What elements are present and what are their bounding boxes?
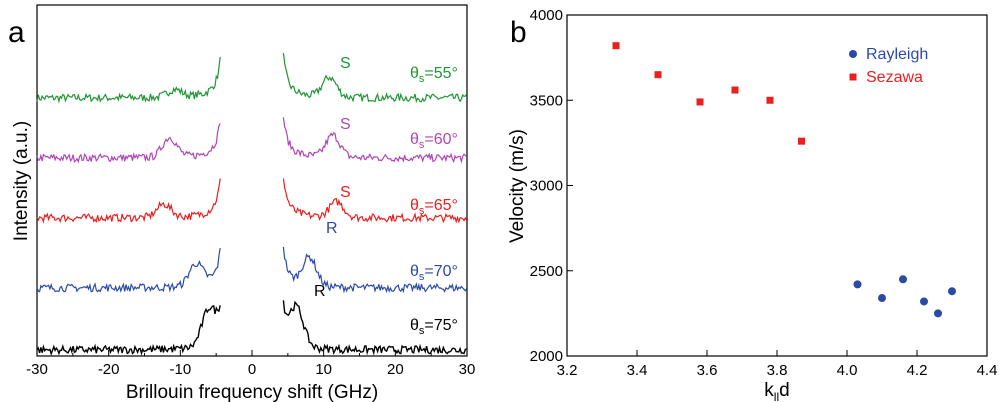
- theta-value: =75°: [424, 317, 458, 334]
- panel-a-x-tick-label: -10: [169, 361, 191, 378]
- peak-label: S: [340, 55, 351, 72]
- peak-label: R: [314, 283, 326, 300]
- panel-a-x-tick-label: 30: [459, 361, 476, 378]
- panel-b-y-axis-label: Velocity (m/s): [507, 129, 528, 243]
- rayleigh-point: [948, 287, 956, 296]
- sezawa-point: [696, 98, 704, 106]
- theta-value: =60°: [424, 131, 458, 148]
- theta-value: =55°: [424, 65, 458, 82]
- panel-b-x-tick-label: 4.0: [837, 362, 858, 379]
- panel-b-x-tick-label: 4.2: [907, 362, 928, 379]
- panel-b-x-tick-label: 3.4: [627, 362, 648, 379]
- x-label-d: d: [779, 380, 790, 401]
- theta-subscript: s: [419, 139, 425, 151]
- panel-b-ticks: 3.2 3.4 3.6 3.8 4.0 4.2 4.4 2000 2500 3000 3500 400…: [530, 7, 998, 379]
- theta-label: θs=55°: [410, 65, 458, 85]
- spectrum-line: [36, 246, 468, 294]
- sezawa-point: [798, 137, 805, 145]
- theta-label: θs=65°: [410, 197, 458, 217]
- theta-symbol: θ: [410, 317, 419, 334]
- theta-label: θs=60°: [410, 131, 458, 151]
- panel-a: a -30 -20 -10 0 10 20 30 θs=55°Sθs=60°Sθs=65°S…: [8, 4, 475, 402]
- theta-value: =70°: [424, 263, 458, 280]
- theta-symbol: θ: [410, 65, 419, 82]
- panel-b-y-tick-label: 2500: [530, 263, 563, 280]
- theta-subscript: s: [419, 205, 425, 217]
- panel-b-y-tick-label: 3000: [530, 178, 563, 195]
- panel-b-x-axis-label: klld: [764, 380, 789, 402]
- panel-a-y-axis-label: Intensity (a.u.): [11, 121, 32, 241]
- sezawa-point: [766, 96, 774, 104]
- panel-a-x-axis-label: Brillouin frequency shift (GHz): [126, 382, 378, 402]
- panel-b: b 3.2 3.4 3.6 3.8 4.0 4.2 4.4 2000 2500 3000 3500 4…: [507, 7, 997, 402]
- legend-marker-rayleigh: [849, 50, 857, 58]
- panel-a-x-ticks: -30 -20 -10 0 10 20 30: [26, 350, 475, 378]
- panel-b-legend: Rayleigh Sezawa: [849, 46, 928, 86]
- x-label-subscript: ll: [774, 390, 779, 402]
- legend-label: Rayleigh: [866, 46, 928, 63]
- peak-label: R: [326, 220, 338, 237]
- panel-b-y-tick-label: 4000: [530, 7, 563, 24]
- panel-a-frame: [36, 4, 468, 357]
- x-label-k: k: [764, 380, 774, 401]
- panel-a-label: a: [8, 16, 25, 49]
- theta-value: =65°: [424, 197, 458, 214]
- rayleigh-point: [920, 297, 928, 306]
- panel-a-x-tick-label: 0: [248, 361, 256, 378]
- panel-b-label: b: [510, 16, 527, 49]
- theta-subscript: s: [419, 325, 425, 337]
- theta-label: θs=70°: [410, 263, 458, 283]
- sezawa-point: [612, 42, 620, 50]
- rayleigh-point: [853, 280, 862, 289]
- theta-label: θs=75°: [410, 317, 458, 337]
- panel-b-y-tick-label: 3500: [530, 92, 563, 109]
- rayleigh-point: [934, 309, 942, 318]
- spectrum-line: [36, 300, 467, 356]
- spectrum-line: [36, 52, 468, 104]
- theta-symbol: θ: [410, 131, 419, 148]
- rayleigh-point: [899, 275, 907, 284]
- legend-label: Sezawa: [866, 69, 923, 86]
- peak-label: S: [340, 116, 351, 133]
- panel-b-x-tick-label: 3.2: [557, 362, 578, 379]
- theta-symbol: θ: [410, 263, 419, 280]
- panel-b-y-tick-label: 2000: [530, 348, 563, 365]
- panel-a-x-tick-label: -30: [26, 361, 48, 378]
- peak-label: S: [340, 184, 351, 201]
- sezawa-point: [654, 71, 662, 79]
- panel-a-spectra: [36, 52, 468, 356]
- legend-marker-sezawa: [849, 73, 857, 81]
- panel-a-x-tick-label: 10: [315, 361, 332, 378]
- spectrum-line: [36, 117, 468, 164]
- theta-subscript: s: [419, 73, 425, 85]
- panel-b-x-tick-label: 3.8: [767, 362, 788, 379]
- panel-b-points: [612, 42, 956, 318]
- sezawa-point: [731, 86, 739, 94]
- theta-symbol: θ: [410, 197, 419, 214]
- panel-a-annotations: θs=55°Sθs=60°Sθs=65°Sθs=70°Rθs=75°R: [314, 55, 458, 337]
- panel-b-x-tick-label: 3.6: [697, 362, 718, 379]
- theta-subscript: s: [419, 271, 425, 283]
- rayleigh-point: [878, 294, 886, 303]
- panel-b-x-tick-label: 4.4: [977, 362, 998, 379]
- panel-a-x-tick-label: -20: [98, 361, 120, 378]
- spectrum-line: [36, 178, 468, 224]
- panel-a-x-tick-label: 20: [387, 361, 404, 378]
